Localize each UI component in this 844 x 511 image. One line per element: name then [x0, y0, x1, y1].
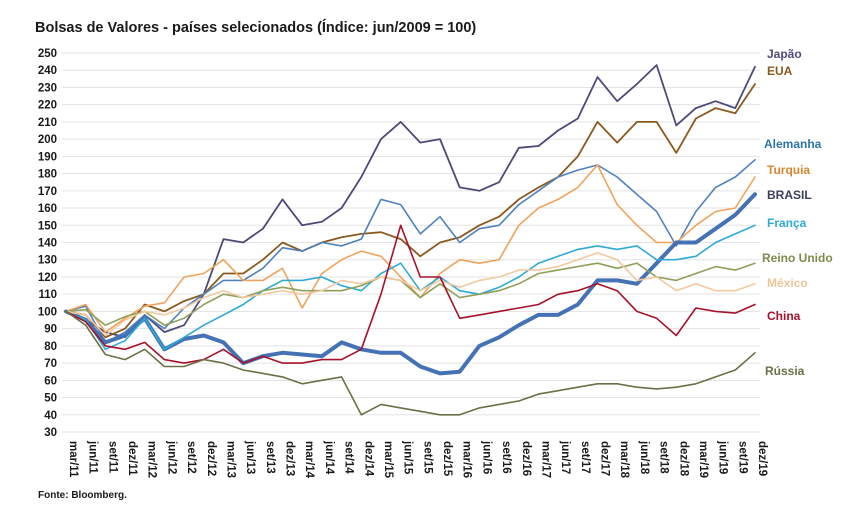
y-tick-label: 160	[38, 203, 57, 215]
y-tick-label: 220	[38, 100, 57, 112]
y-tick-label: 90	[44, 324, 57, 336]
source-note: Fonte: Bloomberg.	[38, 490, 127, 501]
x-tick-label: mar/15	[382, 441, 394, 479]
series-line-turquia	[65, 164, 756, 333]
y-axis-ticks: 30 40 50 60 70 80 90 100 110 120 130 140 150 160 170 18…	[38, 48, 57, 439]
x-tick-label: jun/16	[480, 440, 492, 474]
legend-label-reino-unido: Reino Unido	[762, 251, 833, 265]
x-tick-label: mar/18	[618, 441, 630, 479]
x-tick-label: dez/16	[520, 441, 532, 476]
chart-title: Bolsas de Valores - países selecionados …	[35, 20, 477, 36]
x-tick-label: mar/12	[146, 441, 158, 478]
series-line-frança	[65, 224, 756, 351]
x-tick-label: set/12	[185, 441, 197, 474]
series-line-rússia	[65, 310, 756, 416]
legend-label-japão: Japão	[767, 47, 802, 61]
x-tick-label: set/13	[264, 441, 276, 474]
legend-label-china: China	[767, 309, 801, 323]
series-lines	[64, 64, 757, 416]
x-tick-label: dez/15	[441, 441, 453, 477]
x-tick-label: set/17	[579, 441, 591, 474]
legend-label-alemanha: Alemanha	[764, 137, 822, 151]
x-tick-label: set/16	[500, 441, 512, 474]
legend-label-frança: França	[767, 216, 807, 230]
y-tick-label: 140	[38, 238, 57, 250]
legend-label-méxico: México	[767, 276, 808, 290]
x-tick-label: dez/14	[362, 441, 374, 477]
legend-label-eua: EUA	[767, 64, 793, 78]
x-tick-label: set/14	[343, 441, 355, 474]
x-tick-label: set/11	[106, 441, 118, 474]
y-tick-label: 150	[38, 220, 57, 232]
x-tick-label: jun/18	[638, 440, 650, 475]
x-tick-label: set/19	[736, 441, 748, 474]
x-tick-label: dez/18	[677, 441, 689, 477]
series-line-china	[65, 224, 756, 364]
x-tick-label: mar/19	[697, 441, 709, 478]
y-tick-label: 110	[38, 289, 57, 301]
x-tick-label: dez/13	[284, 441, 296, 476]
y-tick-label: 180	[38, 169, 57, 181]
series-line-reino-unido	[65, 262, 756, 327]
y-tick-label: 50	[44, 393, 57, 405]
x-tick-label: jun/19	[717, 440, 729, 474]
x-tick-label: jun/12	[165, 440, 177, 474]
legend-label-turquia: Turquia	[767, 163, 810, 177]
x-axis-ticks: mar/11 jun/11 set/11 dez/11 mar/12 jun/12 set/…	[67, 440, 768, 479]
y-tick-label: 230	[38, 82, 57, 94]
x-tick-label: mar/11	[67, 441, 79, 478]
x-tick-label: jun/15	[402, 440, 414, 475]
legend-label-rússia: Rússia	[765, 364, 805, 378]
x-tick-label: dez/12	[205, 441, 217, 476]
series-line-eua	[65, 83, 756, 339]
y-tick-label: 130	[38, 255, 57, 267]
y-tick-label: 210	[38, 117, 57, 129]
y-tick-label: 240	[38, 65, 57, 77]
x-tick-label: dez/17	[599, 441, 611, 476]
series-line-japão	[65, 64, 756, 339]
series-line-méxico	[65, 252, 756, 337]
series-line-alemanha	[65, 159, 756, 344]
y-tick-label: 170	[38, 186, 57, 198]
x-tick-label: jun/11	[87, 440, 99, 474]
x-tick-label: dez/19	[756, 441, 768, 476]
legend-labels: Japão EUA Alemanha Turquia BRASIL França Reino…	[762, 47, 833, 378]
x-tick-label: mar/17	[539, 441, 551, 478]
y-tick-label: 40	[44, 410, 57, 422]
y-tick-label: 190	[38, 151, 57, 163]
x-tick-label: jun/13	[244, 440, 256, 474]
x-tick-label: mar/14	[303, 441, 315, 479]
y-tick-label: 80	[44, 341, 57, 353]
y-tick-label: 60	[44, 375, 57, 387]
gridlines	[62, 52, 760, 433]
y-tick-label: 200	[38, 134, 57, 146]
x-tick-label: mar/13	[224, 441, 236, 478]
legend-label-brasil: BRASIL	[767, 188, 812, 202]
x-tick-label: set/15	[421, 441, 433, 474]
y-tick-label: 100	[38, 306, 57, 318]
y-tick-label: 250	[38, 48, 57, 60]
y-tick-label: 120	[38, 272, 57, 284]
x-tick-label: set/18	[658, 441, 670, 474]
x-tick-label: dez/11	[126, 441, 138, 476]
x-tick-label: jun/17	[559, 440, 571, 474]
y-tick-label: 30	[44, 427, 57, 439]
x-tick-label: mar/16	[461, 441, 473, 478]
y-tick-label: 70	[44, 358, 57, 370]
x-tick-label: jun/14	[323, 440, 335, 475]
